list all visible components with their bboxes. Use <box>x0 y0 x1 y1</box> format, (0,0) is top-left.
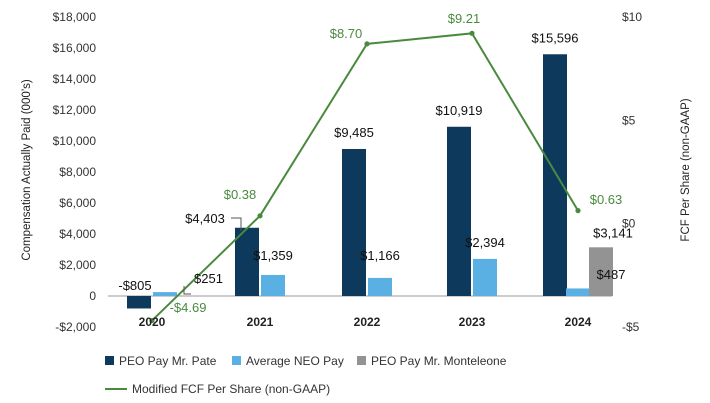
y-tick-label: $16,000 <box>53 41 97 55</box>
neo-bar-label: $1,359 <box>253 248 293 263</box>
legend-label: PEO Pay Mr. Pate <box>119 354 217 368</box>
y-axis-title: Compensation Actually Paid (000’s) <box>21 79 33 261</box>
legend-item-fcf: Modified FCF Per Share (non-GAAP) <box>105 382 330 396</box>
y2-axis-title: FCF Per Share (non-GAAP) <box>680 98 692 241</box>
pate-bar-label: $4,403 <box>185 211 225 226</box>
y-tick-label: 0 <box>89 289 96 303</box>
neo-bar-label: $251 <box>194 271 223 286</box>
x-category-label: 2021 <box>247 315 274 329</box>
neo-bar-label: $2,394 <box>465 235 505 250</box>
pate-label-leader <box>231 217 242 231</box>
pate-bar <box>342 148 366 296</box>
y-tick-label: $4,000 <box>59 227 96 241</box>
pate-bar <box>543 54 567 297</box>
y2-tick-label: $10 <box>622 10 642 24</box>
legend-label: Modified FCF Per Share (non-GAAP) <box>132 382 330 396</box>
pate-bar-label: -$805 <box>118 278 151 293</box>
monteleone-bar-label: $3,141 <box>593 225 633 240</box>
y-tick-label: $2,000 <box>59 258 96 272</box>
y-tick-label: $10,000 <box>53 134 97 148</box>
bars-layer <box>127 54 613 309</box>
y-tick-label: $14,000 <box>53 72 97 86</box>
neo-bar <box>153 292 177 296</box>
fcf-point <box>257 213 263 219</box>
fcf-point-label: $0.38 <box>224 187 257 202</box>
x-category-label: 2022 <box>354 315 381 329</box>
y2-tick-label: -$5 <box>622 320 640 334</box>
y2-tick-label: $5 <box>622 113 636 127</box>
x-category-label: 2020 <box>139 315 166 329</box>
y-tick-label: $18,000 <box>53 10 97 24</box>
axes-layer: -$2,000 0 $2,000 $4,000 $6,000 $8,000 $10,000 $… <box>21 10 692 334</box>
neo-bar <box>368 277 392 296</box>
y-tick-label: -$2,000 <box>55 320 96 334</box>
fcf-point <box>364 41 370 47</box>
fcf-point <box>149 317 155 324</box>
fcf-point-label: $0.63 <box>590 192 623 207</box>
neo-bar <box>261 274 285 296</box>
y-tick-label: $8,000 <box>59 165 96 179</box>
y2-tick-label: $0 <box>622 217 636 231</box>
fcf-point-label: $8.70 <box>330 26 363 41</box>
legend-item-neo: Average NEO Pay <box>232 354 344 368</box>
y-tick-label: $6,000 <box>59 196 96 210</box>
fcf-point <box>575 208 581 214</box>
fcf-point-label: -$4.69 <box>170 300 207 315</box>
fcf-line-layer <box>149 30 581 324</box>
neo-label-leader <box>183 286 191 295</box>
legend-item-monteleone: PEO Pay Mr. Monteleone <box>357 354 507 368</box>
legend: PEO Pay Mr. Pate Average NEO Pay PEO Pay M… <box>105 354 507 396</box>
monteleone-bar <box>589 247 613 296</box>
legend-swatch <box>105 356 114 365</box>
neo-bar <box>473 258 497 296</box>
pate-bar-label: $10,919 <box>436 103 483 118</box>
pate-bar <box>127 296 151 309</box>
legend-label: Average NEO Pay <box>246 354 344 368</box>
pate-bar <box>235 227 259 296</box>
legend-label: PEO Pay Mr. Monteleone <box>371 354 507 368</box>
neo-bar-label: $487 <box>597 267 626 282</box>
neo-bar-label: $1,166 <box>360 248 400 263</box>
pate-bar-label: $15,596 <box>532 30 579 45</box>
x-category-label: 2023 <box>459 315 486 329</box>
legend-swatch <box>357 356 366 365</box>
legend-item-pate: PEO Pay Mr. Pate <box>105 354 217 368</box>
pate-bar <box>447 126 471 297</box>
data-labels-layer: -$805 $4,403 $9,485 $10,919 $15,596 $251 $1,35… <box>118 11 633 315</box>
legend-swatch <box>232 356 241 365</box>
pate-bar-label: $9,485 <box>334 125 374 140</box>
fcf-point-label: $9.21 <box>448 11 481 26</box>
x-category-label: 2024 <box>565 315 592 329</box>
fcf-point <box>469 30 475 36</box>
neo-bar <box>566 288 590 296</box>
y-tick-label: $12,000 <box>53 103 97 117</box>
